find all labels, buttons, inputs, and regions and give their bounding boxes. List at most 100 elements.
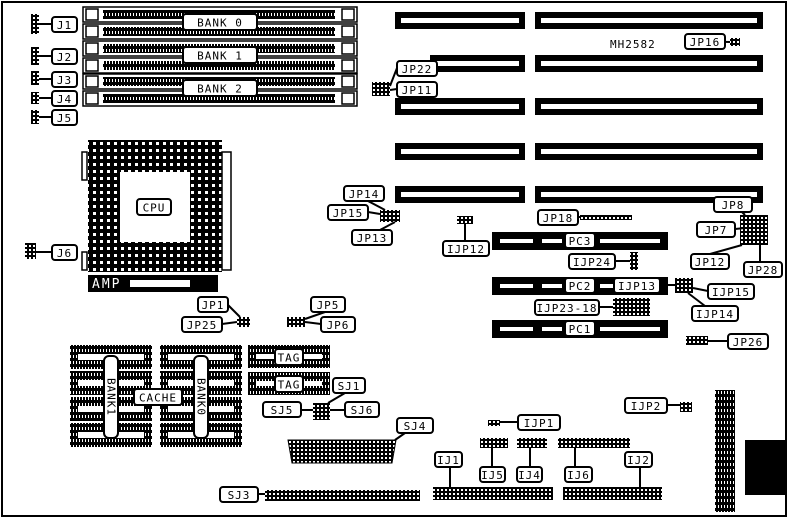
label-pc2: PC2	[564, 277, 596, 294]
label-text: IJP14	[696, 308, 734, 321]
label-jp5: JP5	[310, 296, 346, 313]
label-ij5: IJ5	[479, 466, 506, 483]
label-box	[51, 90, 78, 107]
label-text: PC1	[569, 323, 592, 336]
label-jp11: JP11	[396, 81, 438, 98]
label-box	[479, 466, 506, 483]
label-box	[343, 185, 385, 202]
leader-line	[692, 287, 709, 292]
label-box	[181, 316, 223, 333]
jumper-block	[31, 14, 39, 34]
leader-line	[327, 392, 346, 404]
label-box	[684, 33, 726, 50]
pci-slot-contacts	[600, 327, 660, 331]
jumper-block	[31, 71, 39, 85]
isa-slot-contacts	[401, 18, 519, 23]
label-text: JP18	[543, 212, 574, 225]
leader-line	[367, 200, 386, 211]
jumper-block	[563, 487, 662, 500]
label-sj4: SJ4	[396, 417, 434, 434]
label-j5: J5	[51, 109, 78, 126]
pci-slot-contacts	[500, 327, 533, 331]
label-box	[696, 221, 736, 238]
label-bank0: BANK 0	[182, 13, 258, 31]
isa-slot-contacts	[436, 61, 519, 66]
jumper-block	[287, 317, 305, 327]
label-sj3: SJ3	[219, 486, 259, 503]
label-box	[624, 397, 668, 414]
label-box	[51, 16, 78, 33]
label-cpu: CPU	[136, 198, 172, 216]
jumper-block	[372, 82, 390, 96]
label-text: BANK0	[195, 378, 208, 416]
label-text: JP14	[349, 188, 380, 201]
leader-line	[227, 304, 241, 318]
label-text: J3	[57, 74, 72, 87]
pci-slot-contacts	[542, 239, 562, 243]
label-text: IJ6	[567, 469, 590, 482]
simm-latch	[85, 42, 99, 55]
simm-latch	[341, 75, 355, 88]
label-pc1: PC1	[564, 320, 596, 337]
label-jp14: JP14	[343, 185, 385, 202]
leader-line	[734, 227, 746, 230]
label-jp13: JP13	[351, 229, 393, 246]
label-text: TAG	[278, 379, 301, 392]
label-jp1: JP1	[197, 296, 229, 313]
jumper-block	[740, 215, 768, 245]
simm-contacts	[103, 27, 335, 36]
label-box	[320, 316, 356, 333]
jumper-block	[457, 216, 473, 224]
label-text: PC2	[569, 280, 592, 293]
label-box	[517, 414, 561, 431]
amp-bar-window	[130, 280, 190, 287]
label-jp12: JP12	[690, 253, 730, 270]
jumper-block	[686, 336, 708, 345]
simm-latch	[341, 59, 355, 72]
leader-line	[221, 321, 238, 325]
label-text: IJP13	[618, 280, 656, 293]
label-text: IJ1	[437, 454, 460, 467]
simm-latch	[85, 92, 99, 105]
label-text: JP6	[327, 319, 350, 332]
label-text: IJ2	[627, 454, 650, 467]
sj4-connector	[287, 439, 397, 464]
label-box	[182, 79, 258, 97]
isa-slot-contacts	[401, 149, 519, 154]
isa-slot-contacts	[541, 149, 757, 154]
label-box	[690, 253, 730, 270]
label-text: IJP12	[447, 243, 485, 256]
leader-line	[687, 292, 706, 307]
jumper-block	[630, 252, 638, 270]
label-text: JP16	[690, 36, 721, 49]
label-jp25: JP25	[181, 316, 223, 333]
jumper-block	[558, 438, 630, 448]
jumper-block	[517, 438, 547, 448]
label-jp16: JP16	[684, 33, 726, 50]
jumper-block	[237, 317, 250, 327]
socket-clip	[81, 151, 88, 181]
simm-latch	[341, 25, 355, 38]
label-jp22: JP22	[396, 60, 438, 77]
amp-text: AMP	[92, 277, 121, 292]
label-text: JP26	[733, 336, 764, 349]
isa-slot-contacts	[541, 18, 757, 23]
keyboard-connector	[745, 440, 785, 495]
label-box	[136, 198, 172, 216]
label-ijp2: IJP2	[624, 397, 668, 414]
label-ijp12: IJP12	[442, 240, 490, 257]
label-text: CACHE	[139, 392, 177, 405]
simm-latch	[341, 42, 355, 55]
label-text: JP25	[187, 319, 218, 332]
label-box	[351, 229, 393, 246]
label-box	[219, 486, 259, 503]
label-text: IJ5	[481, 469, 504, 482]
leader-line	[389, 67, 398, 87]
label-text: SJ5	[271, 404, 294, 417]
cpu-lever	[221, 151, 232, 271]
simm-latch	[85, 25, 99, 38]
leader-line	[367, 211, 381, 215]
label-ijp14: IJP14	[691, 305, 739, 322]
pci-slot-contacts	[500, 284, 533, 288]
